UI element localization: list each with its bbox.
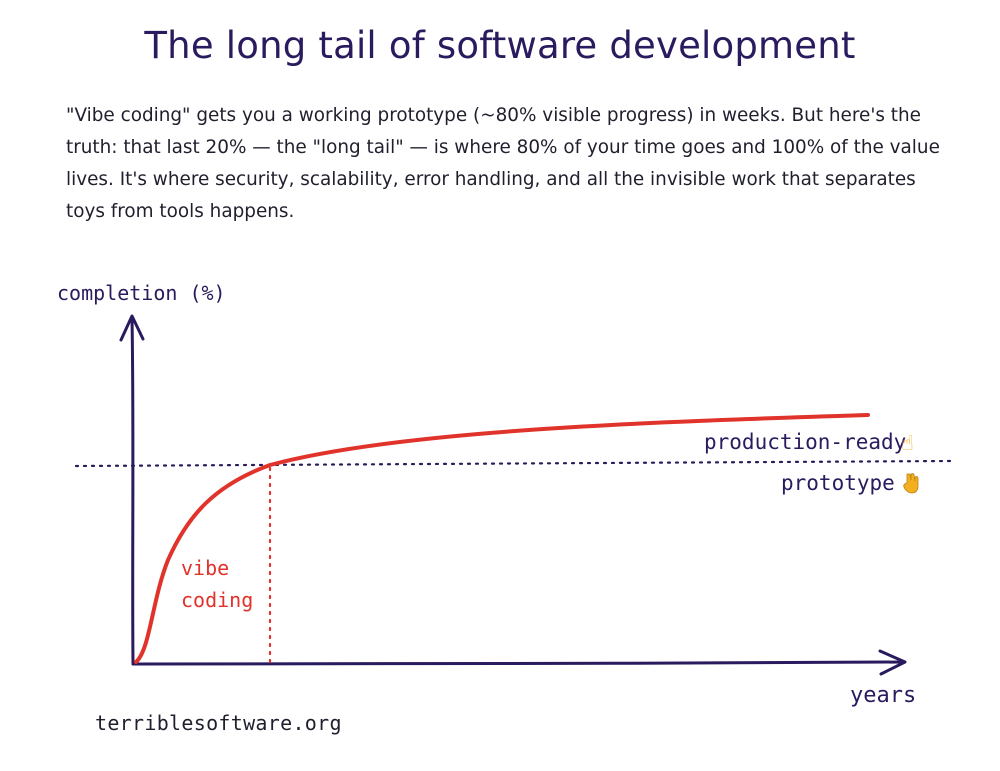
y-axis [130,316,135,666]
y-axis-arrowhead [119,314,145,342]
x-axis-label: years [850,683,916,708]
intro-paragraph: "Vibe coding" gets you a working prototy… [66,105,940,222]
vibe-coding-label-line1: vibe [181,556,229,580]
page-title: The long tail of software development [144,24,856,67]
completion-curve [134,413,870,664]
pointing-up-icon: ☝ [901,431,914,455]
prototype-threshold-line [74,459,952,468]
y-axis-label: completion (%) [57,281,226,305]
production-ready-label: production-ready [704,430,906,454]
pointing-down-icon [903,473,919,494]
x-axis [131,660,905,666]
vibe-coding-label-line2: coding [181,588,253,612]
prototype-label: prototype [781,471,895,495]
x-axis-arrowhead [878,649,907,676]
site-footer: terriblesoftware.org [95,711,342,735]
